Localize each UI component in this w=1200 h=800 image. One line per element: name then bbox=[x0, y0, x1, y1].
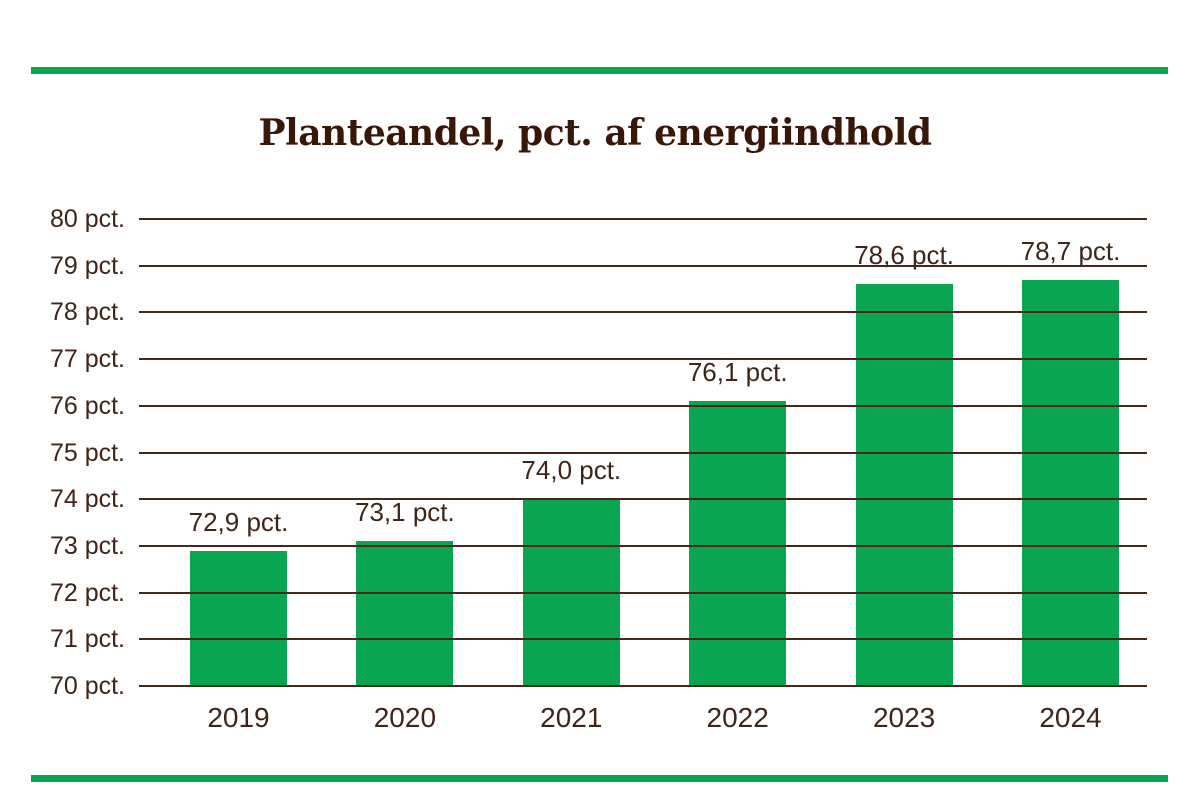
chart-title: Planteandel, pct. af energiindhold bbox=[258, 112, 932, 154]
y-tick-label: 74 pct. bbox=[49, 485, 125, 514]
x-tick-label: 2022 bbox=[706, 702, 769, 733]
x-tick-label: 2024 bbox=[1039, 702, 1102, 733]
gridline-76 bbox=[139, 404, 1147, 407]
gridline-73 bbox=[139, 544, 1147, 547]
y-tick-label: 79 pct. bbox=[49, 251, 125, 280]
gridline-78 bbox=[139, 311, 1147, 314]
bar-value-label: 78,7 pct. bbox=[1020, 235, 1121, 266]
bar-value-label: 74,0 pct. bbox=[521, 455, 622, 486]
y-tick-label: 80 pct. bbox=[49, 205, 125, 233]
y-tick-label: 70 pct. bbox=[49, 672, 125, 700]
gridline-71 bbox=[139, 638, 1147, 641]
bar-2024 bbox=[1022, 279, 1119, 686]
y-tick-label: 72 pct. bbox=[49, 578, 125, 607]
y-tick-label: 78 pct. bbox=[49, 298, 125, 327]
x-tick-label: 2020 bbox=[373, 702, 437, 733]
x-tick-label: 2023 bbox=[872, 702, 936, 733]
bar-value-label: 76,1 pct. bbox=[687, 357, 788, 388]
bar-value-label: 72,9 pct. bbox=[188, 506, 289, 537]
gridline-79 bbox=[139, 264, 1147, 267]
gridline-75 bbox=[139, 451, 1147, 454]
bar-2020 bbox=[356, 541, 454, 686]
bar-value-label: 78,6 pct. bbox=[854, 240, 954, 271]
bottom-accent-rule bbox=[31, 775, 1168, 782]
gridline-70 bbox=[139, 685, 1147, 687]
y-tick-label: 76 pct. bbox=[49, 391, 125, 420]
y-tick-label: 73 pct. bbox=[49, 531, 125, 560]
y-tick-label: 77 pct. bbox=[49, 345, 125, 374]
gridline-80 bbox=[139, 218, 1147, 220]
gridline-72 bbox=[139, 591, 1147, 594]
bar-2023 bbox=[855, 284, 953, 686]
y-tick-label: 71 pct. bbox=[49, 625, 125, 654]
bar-2019 bbox=[190, 550, 287, 686]
gridline-74 bbox=[139, 498, 1147, 501]
x-tick-label: 2021 bbox=[540, 702, 603, 733]
bar-2022 bbox=[689, 401, 787, 686]
gridline-77 bbox=[139, 358, 1147, 361]
top-accent-rule bbox=[31, 67, 1168, 74]
bar-value-label: 73,1 pct. bbox=[355, 497, 455, 528]
x-tick-label: 2019 bbox=[207, 702, 270, 733]
y-tick-label: 75 pct. bbox=[49, 438, 125, 467]
